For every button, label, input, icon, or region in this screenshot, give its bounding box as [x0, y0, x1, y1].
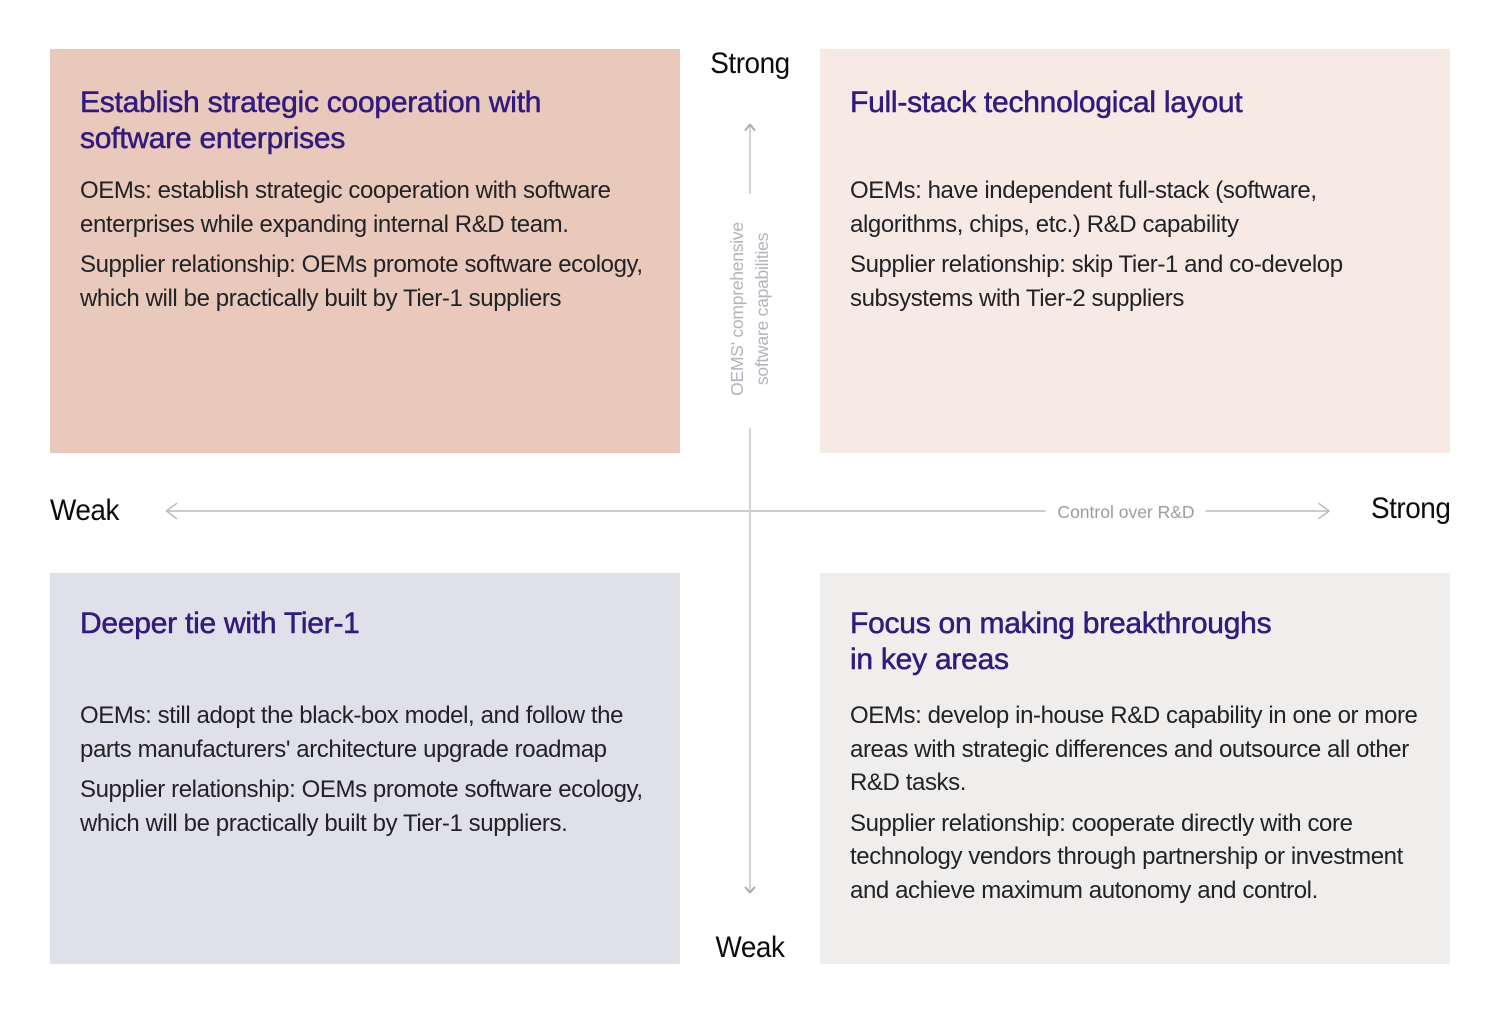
- quadrant-top-right-body: OEMs: have independent full-stack (softw…: [850, 174, 1422, 315]
- x-axis-left-endpoint-label: Weak: [50, 493, 124, 527]
- x-axis-line: [165, 502, 1330, 520]
- quadrant-bottom-right-paragraph-2: Supplier relationship: cooperate directl…: [850, 809, 1403, 904]
- quadrant-bottom-right-paragraph-1: OEMs: develop in-house R&D capability in…: [850, 702, 1418, 796]
- quadrant-bottom-left-paragraph-1: OEMs: still adopt the black-box model, a…: [80, 702, 624, 763]
- x-axis-right-endpoint-label-text: Strong: [1370, 491, 1451, 525]
- y-axis-bottom-endpoint-label-text: Weak: [715, 931, 785, 964]
- quadrant-bottom-right-body: OEMs: develop in-house R&D capability in…: [850, 699, 1422, 907]
- x-axis-title: Control over R&D: [1057, 501, 1195, 522]
- y-axis-top-endpoint-label-text: Strong: [710, 46, 790, 80]
- quadrant-top-left-body: OEMs: establish strategic cooperation wi…: [80, 174, 652, 315]
- x-axis-right-arrowhead: [1318, 502, 1330, 520]
- y-axis-title: OEMS' comprehensive software capabilitie…: [727, 222, 772, 396]
- quadrant-top-left-paragraph-1: OEMs: establish strategic cooperation wi…: [80, 177, 611, 238]
- quadrant-bottom-left: Deeper tie with Tier-1 OEMs: still adopt…: [50, 573, 680, 964]
- quadrant-top-right-paragraph-1: OEMs: have independent full-stack (softw…: [850, 177, 1317, 238]
- quadrant-top-right-title: Full-stack technological layout: [850, 86, 1243, 120]
- quadrant-bottom-right-title: Focus on making breakthroughs in key are…: [850, 607, 1272, 677]
- quadrant-bottom-right: Focus on making breakthroughs in key are…: [820, 573, 1450, 964]
- quadrant-top-left-title: Establish strategic cooperation with sof…: [80, 86, 542, 156]
- y-axis-top-endpoint-label: Strong: [707, 46, 792, 80]
- y-axis-bottom-arrowhead: [744, 886, 756, 894]
- quadrant-top-left-paragraph-2: Supplier relationship: OEMs promote soft…: [80, 251, 643, 312]
- quadrant-bottom-left-title: Deeper tie with Tier-1: [80, 607, 360, 641]
- quadrant-bottom-left-paragraph-2: Supplier relationship: OEMs promote soft…: [80, 776, 643, 837]
- y-axis-bottom-endpoint-label: Weak: [713, 933, 787, 963]
- x-axis-right-endpoint-label: Strong: [1365, 491, 1451, 525]
- y-axis-top-arrowhead: [744, 123, 756, 131]
- quadrant-top-right-paragraph-2: Supplier relationship: skip Tier-1 and c…: [850, 251, 1343, 312]
- x-axis-left-endpoint-label-text: Weak: [50, 493, 119, 527]
- quadrant-top-right: Full-stack technological layout OEMs: ha…: [820, 49, 1450, 453]
- x-axis-left-arrowhead: [165, 502, 178, 520]
- quadrant-bottom-left-body: OEMs: still adopt the black-box model, a…: [80, 699, 652, 840]
- quadrant-top-left: Establish strategic cooperation with sof…: [50, 49, 680, 453]
